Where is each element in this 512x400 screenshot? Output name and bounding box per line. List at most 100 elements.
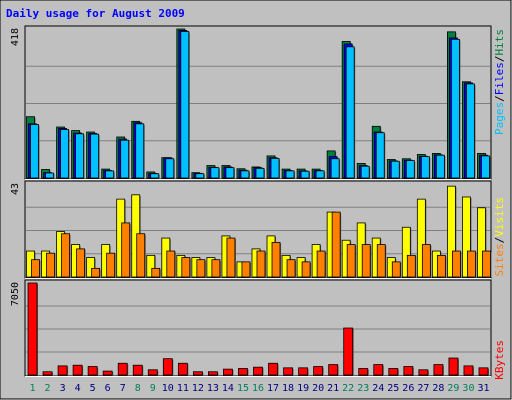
bar-sites-day-15 xyxy=(241,261,251,278)
bar-kbytes-day-21 xyxy=(328,364,339,376)
bar-pages-day-15 xyxy=(240,170,250,179)
bar-pages-day-25 xyxy=(390,160,400,179)
x-tick-label-day-25: 25 xyxy=(387,383,399,394)
chart-title: Daily usage for August 2009 xyxy=(6,7,185,20)
bar-pages-day-1 xyxy=(30,124,39,179)
panel-kbytes: 7050 KBytes xyxy=(10,279,506,380)
bar-pages-day-12 xyxy=(195,173,205,179)
bar-pages-day-23 xyxy=(360,165,370,179)
legend-hits: Hits xyxy=(493,29,506,56)
bar-visits-day-26 xyxy=(401,226,411,278)
bar-kbytes-day-26 xyxy=(403,366,414,376)
bar-visits-day-29 xyxy=(447,185,456,278)
bar-sites-day-30 xyxy=(467,250,476,278)
x-tick-label-day-8: 8 xyxy=(135,383,141,394)
x-tick-label-day-22: 22 xyxy=(342,383,354,394)
legend-sep: / xyxy=(493,237,506,244)
bar-sites-day-17 xyxy=(271,241,281,278)
x-axis-labels: 1 2 3 4 5 6 7 8 9 10 11 12 13 14 15 16 17 18 19 20 21 22 23 24 2… xyxy=(30,383,490,394)
x-tick-label-day-14: 14 xyxy=(222,383,234,394)
bar-sites-day-21 xyxy=(331,211,341,278)
legend-visits: Visits xyxy=(493,197,506,237)
bar-pages-day-17 xyxy=(270,157,280,179)
y-max-label: 7050 xyxy=(10,282,21,306)
bar-sites-day-9 xyxy=(151,267,161,278)
x-tick-label-day-18: 18 xyxy=(282,383,294,394)
bar-sites-day-27 xyxy=(421,244,431,278)
bar-pages-day-21 xyxy=(330,158,340,179)
x-tick-label-day-11: 11 xyxy=(177,383,189,394)
bar-kbytes-day-4 xyxy=(72,364,83,376)
bar-kbytes-day-15 xyxy=(238,368,248,376)
legend-pages: Pages xyxy=(493,102,506,135)
bar-kbytes-day-16 xyxy=(253,366,263,376)
bar-sites-day-16 xyxy=(256,250,266,278)
bar-sites-day-23 xyxy=(361,244,371,278)
bar-kbytes-day-23 xyxy=(358,368,369,376)
bar-kbytes-day-3 xyxy=(57,365,68,376)
bar-pages-day-5 xyxy=(90,133,100,179)
x-tick-label-day-3: 3 xyxy=(60,383,66,394)
bar-pages-day-8 xyxy=(135,123,145,179)
bar-kbytes-day-12 xyxy=(192,371,203,376)
x-tick-label-day-1: 1 xyxy=(30,383,36,394)
bar-sites-day-29 xyxy=(452,250,461,278)
bar-pages-day-13 xyxy=(210,167,220,179)
bar-sites-day-12 xyxy=(196,259,206,278)
bar-sites-day-10 xyxy=(166,250,176,278)
bar-kbytes-day-2 xyxy=(42,371,53,376)
x-tick-label-day-13: 13 xyxy=(207,383,219,394)
x-tick-label-day-28: 28 xyxy=(432,383,444,394)
bar-kbytes-day-5 xyxy=(87,366,98,376)
bar-sites-day-18 xyxy=(286,259,296,278)
bar-sites-day-1 xyxy=(31,259,40,278)
bar-pages-day-7 xyxy=(120,139,130,179)
bar-sites-day-2 xyxy=(46,252,55,278)
bar-pages-day-3 xyxy=(60,129,69,179)
plot-area xyxy=(24,279,492,377)
bar-pages-day-22 xyxy=(345,46,355,179)
x-tick-label-day-17: 17 xyxy=(267,383,279,394)
legend-sep: / xyxy=(493,95,506,102)
bar-sites-day-14 xyxy=(226,237,236,278)
bar-pages-day-19 xyxy=(300,170,310,179)
x-tick-label-day-9: 9 xyxy=(150,383,156,394)
bar-kbytes-day-31 xyxy=(478,367,489,376)
bar-kbytes-day-17 xyxy=(268,362,278,376)
bar-kbytes-day-19 xyxy=(298,367,308,376)
bar-sites-day-7 xyxy=(121,222,131,278)
bar-visits-day-30 xyxy=(462,196,471,278)
x-tick-label-day-26: 26 xyxy=(402,383,414,394)
bar-sites-day-6 xyxy=(106,252,116,278)
bar-pages-day-27 xyxy=(420,156,430,179)
bar-kbytes-day-22 xyxy=(343,327,354,376)
chart-panels: 418Pages/Files/Hits43Sites/Visits7050KBy… xyxy=(10,25,506,394)
legend-sites: Sites xyxy=(493,243,506,276)
x-tick-label-day-20: 20 xyxy=(312,383,324,394)
legend-files: Files xyxy=(493,62,506,95)
bar-kbytes-day-11 xyxy=(177,362,188,376)
x-tick-label-day-7: 7 xyxy=(120,383,126,394)
bar-kbytes-day-1 xyxy=(27,282,38,376)
bar-pages-day-20 xyxy=(315,170,325,179)
x-tick-label-day-2: 2 xyxy=(45,383,51,394)
bar-kbytes-day-10 xyxy=(162,358,173,376)
bar-sites-day-28 xyxy=(436,254,446,278)
x-tick-label-day-15: 15 xyxy=(237,383,249,394)
legend-hits-files-pages: Pages/Files/Hits xyxy=(493,29,506,135)
bar-pages-day-11 xyxy=(180,31,190,179)
bar-kbytes-day-6 xyxy=(102,370,113,376)
bar-visits-day-5 xyxy=(86,257,96,278)
bar-sites-day-24 xyxy=(376,244,386,278)
bar-pages-day-24 xyxy=(375,132,385,179)
bar-kbytes-day-9 xyxy=(147,369,158,376)
x-tick-label-day-29: 29 xyxy=(447,383,459,394)
bar-sites-day-22 xyxy=(346,244,356,278)
bar-kbytes-day-18 xyxy=(283,367,293,376)
bar-kbytes-day-30 xyxy=(463,365,474,376)
bar-sites-day-31 xyxy=(482,250,491,278)
bar-pages-day-28 xyxy=(435,154,445,179)
bar-pages-day-18 xyxy=(285,170,295,179)
bar-sites-day-20 xyxy=(316,250,326,278)
